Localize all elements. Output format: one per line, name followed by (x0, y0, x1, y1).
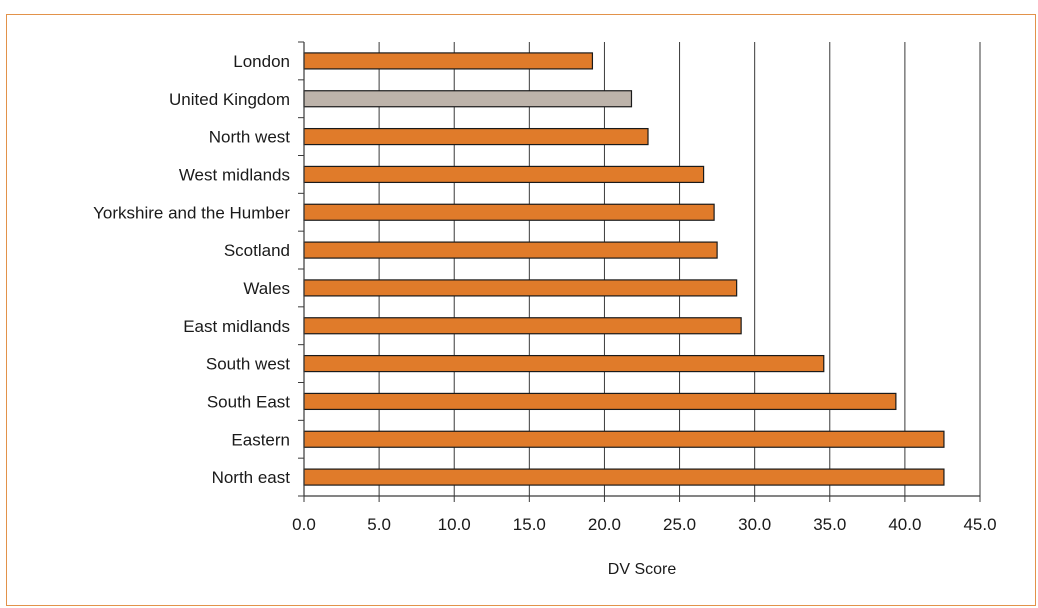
category-label: South west (206, 355, 290, 374)
bar (303, 127, 649, 146)
bar (303, 203, 715, 221)
category-label: Yorkshire and the Humber (93, 203, 290, 222)
category-label: South East (207, 392, 290, 411)
category-label: London (233, 52, 290, 71)
x-axis-title: DV Score (608, 561, 677, 578)
label-layer: 0.0 5.0 10.0 15.0 20.0 25.0 30.0 35.0 40.0 45.0 Lo… (93, 52, 996, 534)
category-label: Eastern (231, 430, 290, 449)
bar (303, 317, 742, 335)
x-tick-label: 45.0 (963, 515, 996, 534)
axis-layer (298, 41, 981, 502)
bar (303, 52, 594, 70)
category-label: Wales (243, 279, 290, 298)
x-tick-label: 0.0 (292, 515, 316, 534)
bar (303, 279, 738, 297)
category-label: West midlands (179, 165, 290, 184)
bar (303, 430, 945, 448)
bar (303, 165, 705, 184)
grid-layer (378, 42, 981, 496)
category-label: North east (212, 468, 291, 487)
bar (303, 354, 825, 373)
category-label: United Kingdom (169, 90, 290, 109)
x-tick-label: 15.0 (513, 515, 546, 534)
category-label: Scotland (224, 241, 290, 260)
x-tick-label: 30.0 (738, 515, 771, 534)
category-label: East midlands (183, 317, 290, 336)
category-label: North west (209, 128, 291, 147)
bar-layer (303, 52, 945, 486)
x-tick-label: 40.0 (888, 515, 921, 534)
x-tick-label: 25.0 (663, 515, 696, 534)
x-tick-label: 10.0 (438, 515, 471, 534)
bar (303, 392, 897, 411)
bar (303, 241, 718, 259)
chart-frame (6, 14, 1036, 606)
x-tick-label: 5.0 (367, 515, 391, 534)
x-tick-label: 35.0 (813, 515, 846, 534)
bar (303, 468, 945, 486)
x-tick-label: 20.0 (588, 515, 621, 534)
bar (303, 90, 633, 108)
